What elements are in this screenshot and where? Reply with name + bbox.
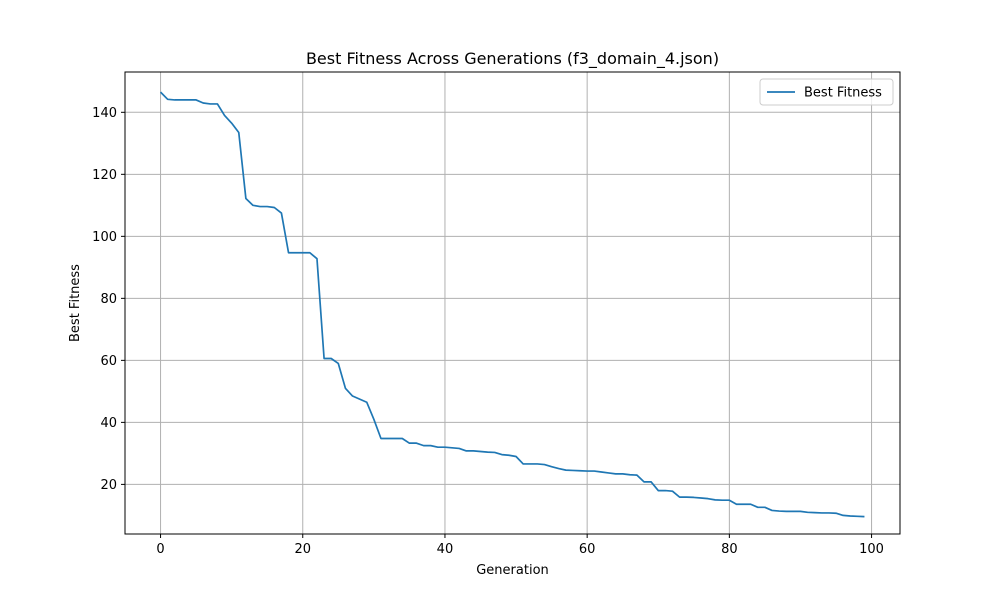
- y-axis-label: Best Fitness: [68, 264, 83, 342]
- chart-title: Best Fitness Across Generations (f3_doma…: [306, 49, 719, 69]
- x-tick-label: 100: [859, 542, 884, 557]
- x-axis-label: Generation: [476, 563, 549, 578]
- legend: Best Fitness: [759, 78, 894, 106]
- y-tick-label: 80: [100, 292, 117, 307]
- y-tick-label: 100: [92, 230, 117, 245]
- x-tick-label: 80: [721, 542, 738, 557]
- y-tick-label: 20: [100, 478, 117, 493]
- series-layer: [159, 91, 865, 518]
- y-tick-label: 140: [92, 106, 117, 121]
- grid: [125, 72, 900, 534]
- x-tick-label: 0: [156, 542, 164, 557]
- plot-frame: [124, 71, 901, 535]
- y-tick-label: 60: [100, 354, 117, 369]
- y-tick-label: 120: [92, 168, 117, 183]
- ticks: 0 20 40 60 80 100 20 40 60 80 100 120 140: [92, 106, 884, 557]
- legend-label: Best Fitness: [804, 86, 882, 101]
- x-tick-label: 60: [579, 542, 596, 557]
- series-line-best-fitness: [159, 91, 865, 518]
- x-tick-label: 20: [294, 542, 311, 557]
- x-tick-label: 40: [437, 542, 454, 557]
- legend-box: [759, 78, 894, 106]
- y-tick-label: 40: [100, 416, 117, 431]
